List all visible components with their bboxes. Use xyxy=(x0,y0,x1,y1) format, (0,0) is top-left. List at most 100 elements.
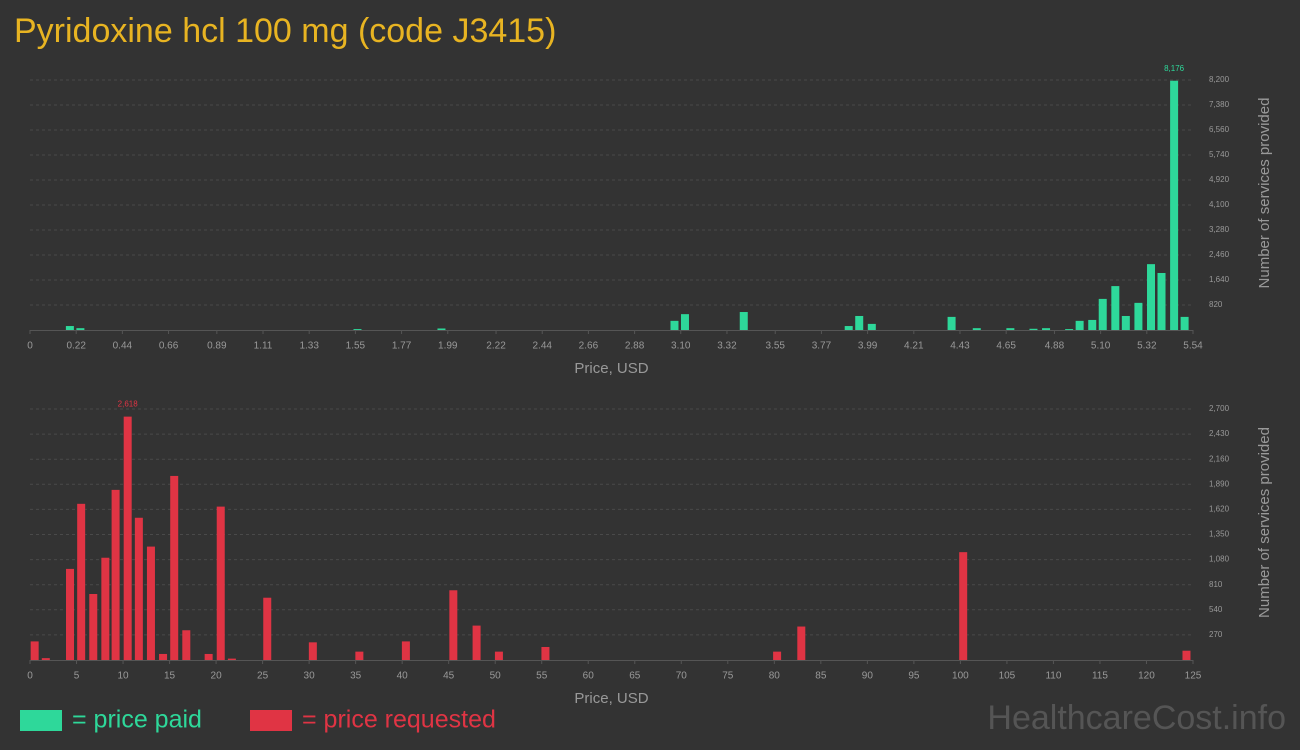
y-tick-label: 1,640 xyxy=(1209,275,1230,284)
bar xyxy=(855,315,864,330)
x-tick-label: 125 xyxy=(1185,671,1202,682)
x-tick-label: 55 xyxy=(536,671,548,682)
y-tick-label: 2,160 xyxy=(1209,454,1230,463)
bar xyxy=(867,323,876,330)
bar xyxy=(227,658,236,660)
bar xyxy=(1006,328,1015,330)
bar xyxy=(449,590,458,660)
x-tick-label: 4.88 xyxy=(1045,341,1065,352)
bar xyxy=(146,546,155,660)
bar xyxy=(972,328,981,330)
bar xyxy=(1029,328,1038,330)
x-tick-label: 0 xyxy=(27,671,33,682)
x-axis-title: Price, USD xyxy=(574,690,648,707)
x-tick-label: 5.54 xyxy=(1183,341,1203,352)
bar xyxy=(308,642,317,660)
y-tick-label: 1,620 xyxy=(1209,505,1230,514)
bar xyxy=(77,503,86,660)
bar xyxy=(1147,264,1156,330)
x-tick-label: 4.43 xyxy=(950,341,970,352)
x-tick-label: 2.66 xyxy=(579,341,599,352)
bar xyxy=(494,651,503,660)
x-tick-label: 5.10 xyxy=(1091,341,1111,352)
x-tick-label: 1.99 xyxy=(438,341,458,352)
x-tick-label: 95 xyxy=(908,671,920,682)
bar xyxy=(66,568,75,660)
y-tick-label: 4,100 xyxy=(1209,200,1230,209)
legend-label: = price paid xyxy=(72,706,202,734)
y-tick-label: 270 xyxy=(1209,630,1223,639)
x-tick-label: 2.44 xyxy=(532,341,552,352)
y-tick-label: 1,080 xyxy=(1209,555,1230,564)
bar xyxy=(204,653,213,660)
x-tick-label: 0.44 xyxy=(113,341,133,352)
y-tick-label: 820 xyxy=(1209,300,1223,309)
bar xyxy=(353,329,362,330)
bar xyxy=(355,651,364,660)
y-tick-label: 2,700 xyxy=(1209,404,1230,413)
bar xyxy=(41,658,50,660)
y-tick-label: 6,560 xyxy=(1209,125,1230,134)
bar xyxy=(263,597,272,660)
y-tick-label: 810 xyxy=(1209,580,1223,589)
x-tick-label: 75 xyxy=(722,671,734,682)
y-tick-label: 1,350 xyxy=(1209,530,1230,539)
x-tick-label: 0.89 xyxy=(207,341,227,352)
y-tick-label: 8,200 xyxy=(1209,75,1230,84)
bar xyxy=(541,646,550,660)
bar xyxy=(844,326,853,330)
x-tick-label: 100 xyxy=(952,671,969,682)
x-tick-label: 35 xyxy=(350,671,362,682)
bar xyxy=(1111,286,1120,330)
y-axis-title: Number of services provided xyxy=(1256,427,1273,618)
x-tick-label: 5 xyxy=(74,671,80,682)
x-tick-label: 25 xyxy=(257,671,269,682)
bar xyxy=(216,506,225,660)
bar xyxy=(773,651,782,660)
y-tick-label: 2,430 xyxy=(1209,429,1230,438)
y-tick-label: 2,460 xyxy=(1209,250,1230,259)
bar xyxy=(170,475,179,660)
data-label: 8,176 xyxy=(1164,64,1185,73)
y-tick-label: 540 xyxy=(1209,605,1223,614)
x-tick-label: 3.10 xyxy=(671,341,691,352)
x-tick-label: 80 xyxy=(769,671,781,682)
bar xyxy=(472,625,481,660)
watermark: HealthcareCost.info xyxy=(987,699,1286,737)
bar xyxy=(101,557,110,660)
x-tick-label: 1.77 xyxy=(392,341,412,352)
bar xyxy=(1170,80,1179,330)
x-tick-label: 0 xyxy=(27,341,33,352)
x-tick-label: 1.33 xyxy=(299,341,319,352)
bar xyxy=(1121,315,1130,330)
x-tick-label: 115 xyxy=(1092,671,1108,682)
x-tick-label: 65 xyxy=(629,671,641,682)
x-tick-label: 90 xyxy=(862,671,874,682)
bar xyxy=(959,552,968,660)
bar xyxy=(1134,302,1143,330)
bar xyxy=(1098,298,1107,330)
legend-swatch xyxy=(250,710,292,731)
x-tick-label: 20 xyxy=(211,671,223,682)
x-tick-label: 2.88 xyxy=(625,341,645,352)
x-tick-label: 3.99 xyxy=(858,341,878,352)
bar xyxy=(1075,320,1084,330)
bar xyxy=(1182,650,1191,660)
y-tick-label: 7,380 xyxy=(1209,100,1230,109)
x-tick-label: 45 xyxy=(443,671,455,682)
x-tick-label: 60 xyxy=(583,671,595,682)
legend-swatch xyxy=(20,710,62,731)
bar xyxy=(159,653,168,660)
y-tick-label: 4,920 xyxy=(1209,175,1230,184)
x-tick-label: 110 xyxy=(1045,671,1061,682)
data-label: 2,618 xyxy=(118,400,139,409)
bar xyxy=(123,416,132,660)
x-tick-label: 15 xyxy=(164,671,176,682)
bar xyxy=(739,312,748,330)
y-tick-label: 5,740 xyxy=(1209,150,1230,159)
legend-label: = price requested xyxy=(302,706,496,734)
x-tick-label: 10 xyxy=(117,671,129,682)
bar xyxy=(30,641,39,660)
bar xyxy=(437,328,446,330)
